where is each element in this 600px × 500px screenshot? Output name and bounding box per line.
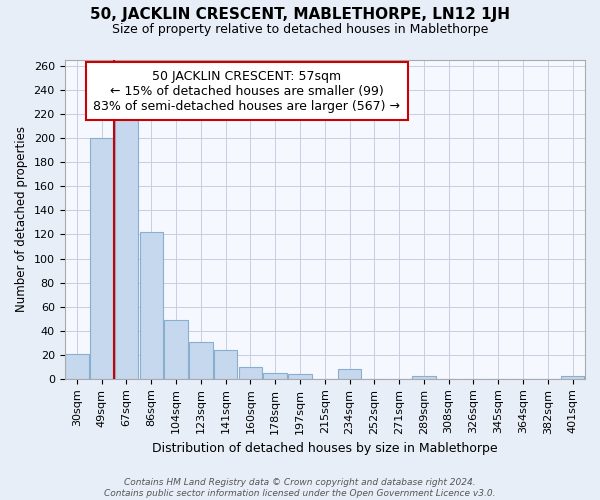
Bar <box>338 369 361 379</box>
Bar <box>65 354 89 379</box>
X-axis label: Distribution of detached houses by size in Mablethorpe: Distribution of detached houses by size … <box>152 442 497 455</box>
Text: Contains HM Land Registry data © Crown copyright and database right 2024.
Contai: Contains HM Land Registry data © Crown c… <box>104 478 496 498</box>
Bar <box>561 376 584 379</box>
Text: 50 JACKLIN CRESCENT: 57sqm
← 15% of detached houses are smaller (99)
83% of semi: 50 JACKLIN CRESCENT: 57sqm ← 15% of deta… <box>93 70 400 112</box>
Bar <box>412 376 436 379</box>
Bar <box>288 374 312 379</box>
Y-axis label: Number of detached properties: Number of detached properties <box>15 126 28 312</box>
Text: Size of property relative to detached houses in Mablethorpe: Size of property relative to detached ho… <box>112 22 488 36</box>
Bar <box>164 320 188 379</box>
Bar <box>214 350 238 379</box>
Bar <box>263 373 287 379</box>
Bar <box>140 232 163 379</box>
Bar <box>90 138 113 379</box>
Text: 50, JACKLIN CRESCENT, MABLETHORPE, LN12 1JH: 50, JACKLIN CRESCENT, MABLETHORPE, LN12 … <box>90 8 510 22</box>
Bar <box>239 367 262 379</box>
Bar <box>189 342 212 379</box>
Bar <box>115 120 138 379</box>
